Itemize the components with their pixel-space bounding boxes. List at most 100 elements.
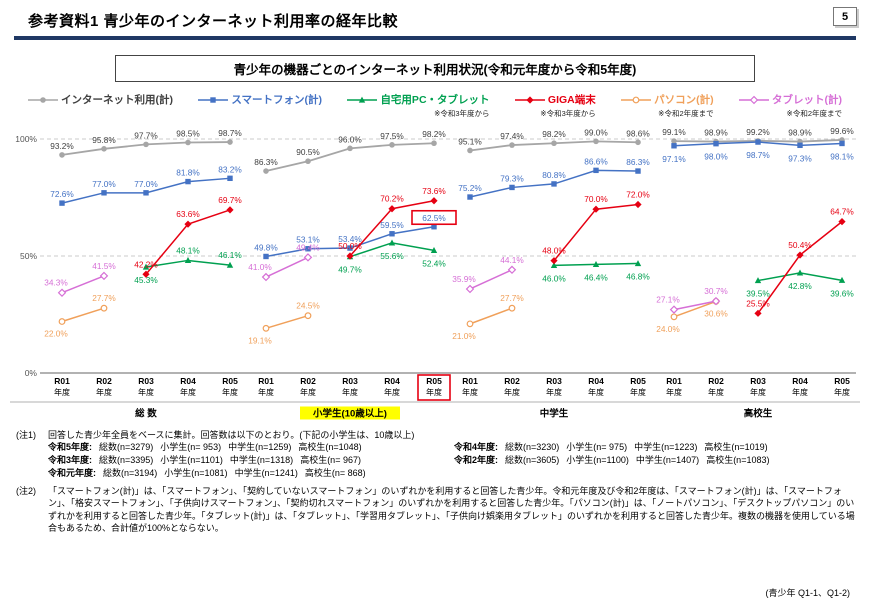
data-label: 42.2% bbox=[134, 259, 158, 269]
panel-label-highlight bbox=[300, 406, 400, 420]
sample-size: 総数(n=3194) bbox=[103, 468, 158, 479]
data-point bbox=[467, 194, 473, 200]
sample-size: 高校生(n= 868) bbox=[304, 468, 366, 479]
data-point bbox=[57, 288, 67, 297]
data-point bbox=[550, 257, 558, 265]
data-point bbox=[797, 142, 803, 149]
year-label: R03 bbox=[750, 376, 766, 386]
data-point bbox=[593, 167, 599, 174]
data-label: 73.6% bbox=[422, 186, 446, 196]
data-point bbox=[466, 320, 474, 328]
legend-item: インターネット利用(計) bbox=[28, 92, 173, 107]
legend-period-note: ※令和3年度から bbox=[540, 109, 596, 118]
data-point bbox=[838, 218, 846, 226]
sample-size: 高校生(n=1019) bbox=[704, 442, 768, 453]
data-label: 98.0% bbox=[704, 152, 728, 162]
data-label: 30.7% bbox=[704, 286, 728, 296]
data-label: 75.2% bbox=[458, 183, 482, 193]
sample-size: 高校生(n=1048) bbox=[298, 442, 362, 453]
sample-size: 中学生(n=1241) bbox=[234, 468, 298, 479]
year-label: R01 bbox=[462, 376, 478, 386]
question-reference: (青少年 Q1-1、Q1-2) bbox=[765, 588, 850, 598]
data-point bbox=[634, 200, 642, 209]
sample-size: 小学生(n=1081) bbox=[164, 468, 228, 479]
data-point bbox=[526, 95, 534, 104]
response-count-row: 令和4年度: 総数(n=3230) 小学生(n= 975) 中学生(n=1223) 高校… bbox=[454, 441, 856, 454]
data-label: 72.0% bbox=[626, 190, 650, 200]
year-suffix-label: 年度 bbox=[384, 387, 400, 397]
legend-marker-icon bbox=[347, 96, 378, 103]
response-count-row: 令和3年度: 総数(n=3395) 小学生(n=1101) 中学生(n=1318) 高校… bbox=[48, 454, 438, 467]
data-label: 24.5% bbox=[296, 301, 320, 311]
data-label: 41.5% bbox=[92, 261, 116, 271]
data-point bbox=[509, 184, 515, 191]
year-suffix-label: 年度 bbox=[462, 387, 478, 397]
data-point bbox=[263, 168, 269, 174]
year-suffix-label: 年度 bbox=[258, 387, 274, 397]
legend-period-note: ※令和3年度から bbox=[434, 109, 490, 118]
data-label: 22.0% bbox=[44, 329, 68, 339]
data-label: 30.6% bbox=[704, 308, 728, 318]
data-point bbox=[713, 140, 719, 147]
data-point bbox=[100, 304, 108, 312]
data-label: 72.6% bbox=[50, 189, 74, 199]
data-label: 62.5% bbox=[422, 213, 446, 223]
data-label: 98.6% bbox=[626, 128, 650, 138]
data-label: 86.3% bbox=[626, 157, 650, 167]
panel-label: 小学生(10歳以上) bbox=[312, 408, 387, 420]
sample-size: 中学生(n=1223) bbox=[634, 442, 698, 453]
data-label: 39.6% bbox=[830, 288, 854, 298]
legend-item: GIGA端末 ※令和3年度から bbox=[514, 92, 596, 119]
sample-size: 中学生(n=1259) bbox=[228, 442, 292, 453]
year-label: R03 bbox=[342, 376, 358, 386]
year-label: R04 bbox=[180, 376, 196, 386]
legend-label: GIGA端末 bbox=[547, 94, 596, 106]
data-point bbox=[593, 138, 599, 145]
fiscal-year-label: 令和3年度: bbox=[48, 455, 93, 466]
data-label: 69.7% bbox=[218, 195, 242, 205]
legend-marker-icon bbox=[739, 95, 769, 104]
legend-label: 自宅用PC・タブレット bbox=[380, 94, 490, 106]
year-suffix-label: 年度 bbox=[792, 387, 808, 397]
fiscal-year-label: 令和5年度: bbox=[48, 442, 93, 453]
data-label: 48.1% bbox=[176, 245, 200, 255]
data-point bbox=[226, 261, 234, 268]
data-label: 77.0% bbox=[134, 179, 158, 189]
data-label: 25.5% bbox=[746, 298, 770, 308]
footnote-2-text: 「スマートフォン(計)」は、「スマートフォン」、「契約していないスマートフォン」… bbox=[48, 486, 855, 533]
year-label: R01 bbox=[258, 376, 274, 386]
data-label: 41.0% bbox=[248, 262, 272, 272]
data-label: 34.3% bbox=[44, 278, 68, 288]
footnote-1-label: (注1) bbox=[16, 430, 36, 440]
legend-label: スマートフォン(計) bbox=[231, 94, 323, 106]
data-label: 86.6% bbox=[584, 156, 608, 166]
data-label: 97.7% bbox=[134, 130, 158, 140]
data-label: 98.9% bbox=[788, 128, 812, 138]
series-line bbox=[469, 269, 513, 290]
sample-size: 総数(n=3395) bbox=[99, 455, 154, 466]
data-label: 98.9% bbox=[704, 128, 728, 138]
legend-marker-icon bbox=[621, 96, 652, 103]
data-label: 80.8% bbox=[542, 170, 566, 180]
footnote-2-label: (注2) bbox=[16, 486, 36, 497]
data-point bbox=[634, 260, 642, 267]
data-label: 52.4% bbox=[422, 258, 446, 268]
footnote-1-text: 回答した青少年全員をベースに集計。回答数は以下のとおり。(下記の小学生は、10歳… bbox=[48, 430, 415, 440]
series-line bbox=[553, 203, 639, 262]
data-point bbox=[551, 181, 557, 187]
data-point bbox=[359, 96, 366, 103]
year-suffix-label: 年度 bbox=[426, 387, 442, 397]
data-point bbox=[632, 96, 640, 103]
data-label: 53.1% bbox=[296, 235, 320, 245]
data-label: 59.5% bbox=[380, 220, 404, 230]
chart-title: 青少年の機器ごとのインターネット利用状況(令和元年度から令和5年度) bbox=[233, 63, 637, 77]
data-label: 39.5% bbox=[746, 289, 770, 299]
legend-key: スマートフォン(計) bbox=[198, 92, 322, 107]
legend-key: インターネット利用(計) bbox=[28, 92, 173, 107]
year-suffix-label: 年度 bbox=[180, 387, 196, 397]
data-point bbox=[389, 142, 395, 148]
data-label: 98.7% bbox=[746, 150, 770, 160]
page-number-badge: 5 bbox=[833, 7, 857, 26]
chart-legend: インターネット利用(計) スマートフォン(計) 自宅用PC・タブレット ※令和3年度か… bbox=[28, 92, 842, 119]
data-point bbox=[142, 263, 150, 270]
